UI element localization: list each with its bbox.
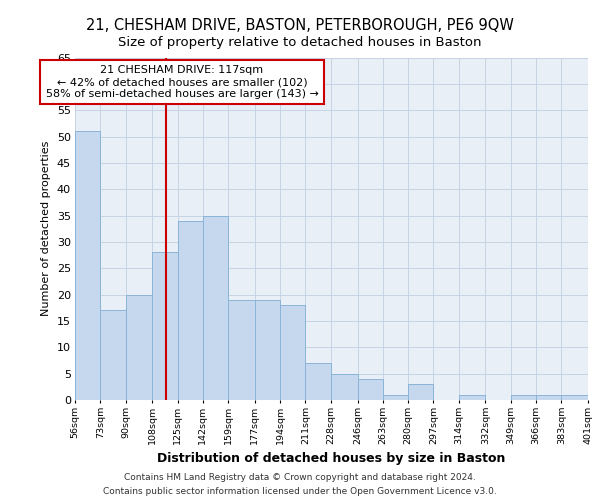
Bar: [383, 394, 408, 400]
Bar: [305, 363, 331, 400]
Text: 21 CHESHAM DRIVE: 117sqm
← 42% of detached houses are smaller (102)
58% of semi-: 21 CHESHAM DRIVE: 117sqm ← 42% of detach…: [46, 66, 319, 98]
Bar: [203, 216, 228, 400]
Bar: [255, 300, 280, 400]
Bar: [228, 300, 255, 400]
Text: 21, CHESHAM DRIVE, BASTON, PETERBOROUGH, PE6 9QW: 21, CHESHAM DRIVE, BASTON, PETERBOROUGH,…: [86, 18, 514, 32]
Bar: [75, 132, 100, 400]
Bar: [458, 394, 485, 400]
Bar: [511, 394, 536, 400]
Bar: [536, 394, 561, 400]
Text: Contains HM Land Registry data © Crown copyright and database right 2024.: Contains HM Land Registry data © Crown c…: [124, 472, 476, 482]
Bar: [561, 394, 588, 400]
Bar: [280, 305, 305, 400]
Bar: [331, 374, 358, 400]
Bar: [408, 384, 433, 400]
Bar: [358, 379, 383, 400]
Text: Size of property relative to detached houses in Baston: Size of property relative to detached ho…: [118, 36, 482, 49]
X-axis label: Distribution of detached houses by size in Baston: Distribution of detached houses by size …: [157, 452, 506, 466]
Text: Contains public sector information licensed under the Open Government Licence v3: Contains public sector information licen…: [103, 486, 497, 496]
Y-axis label: Number of detached properties: Number of detached properties: [41, 141, 51, 316]
Bar: [178, 221, 203, 400]
Bar: [100, 310, 125, 400]
Bar: [125, 294, 152, 400]
Bar: [152, 252, 178, 400]
